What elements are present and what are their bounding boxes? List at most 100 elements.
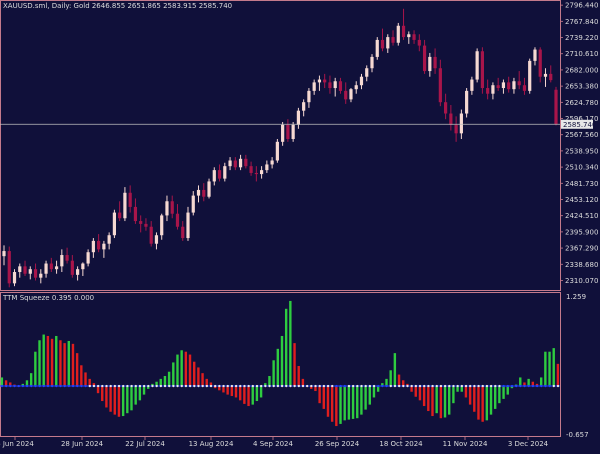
squeeze-dot [176, 384, 179, 388]
candle [44, 260, 48, 278]
squeeze-dot [506, 384, 510, 388]
candle [97, 234, 101, 253]
histogram-bar [297, 366, 300, 387]
candle [386, 34, 390, 53]
candle [139, 215, 143, 233]
histogram-bar [489, 386, 493, 415]
histogram-bar [531, 381, 535, 387]
squeeze-dot [368, 384, 372, 388]
candle [254, 166, 258, 182]
time-tick-label: 6 Jun 2024 [0, 440, 34, 448]
histogram-bar [301, 378, 305, 387]
candle [76, 266, 80, 281]
histogram-bar [460, 386, 463, 392]
candle [270, 157, 274, 169]
price-tick-label: 2682.000 [565, 66, 598, 74]
candle [496, 77, 500, 91]
candle [433, 48, 437, 74]
candle [202, 183, 206, 202]
histogram-bar [556, 363, 560, 387]
squeeze-dot [38, 384, 41, 388]
squeeze-dot [67, 384, 71, 388]
squeeze-dot [226, 384, 229, 388]
candle [123, 187, 127, 222]
histogram-bar [397, 374, 401, 387]
candle [33, 263, 38, 281]
histogram-bar [209, 382, 213, 387]
indicator-panel[interactable]: TTM Squeeze 0.395 0.000 1.259 -0.657 [0, 292, 589, 440]
histogram-bar [427, 386, 430, 412]
squeeze-dot [197, 384, 200, 388]
histogram-bar [339, 386, 342, 424]
squeeze-dot [393, 384, 397, 388]
squeeze-dot [377, 384, 380, 388]
candle [181, 221, 185, 241]
squeeze-dot [397, 384, 401, 388]
squeeze-dot [159, 384, 163, 388]
squeeze-dot [310, 384, 313, 388]
indicator-y-tick-bottom: -0.657 [566, 431, 589, 439]
histogram-bar [552, 348, 555, 387]
squeeze-dot [389, 384, 392, 388]
candle [317, 75, 322, 91]
histogram-bar [523, 382, 526, 387]
squeeze-dot [443, 384, 447, 388]
histogram-bar [59, 340, 62, 387]
histogram-bar [138, 386, 142, 401]
histogram-bar [188, 354, 192, 387]
squeeze-dot [134, 384, 137, 388]
candle [328, 75, 332, 94]
time-tick-label: 13 Aug 2024 [189, 440, 234, 448]
candle [196, 185, 201, 203]
histogram-bar [347, 386, 351, 420]
histogram-bar [456, 386, 459, 392]
histogram-bar [422, 386, 426, 407]
histogram-bar [42, 334, 45, 387]
squeeze-dot [289, 384, 292, 388]
histogram-bar [381, 383, 384, 387]
squeeze-dot [435, 384, 438, 388]
squeeze-dot [96, 384, 100, 388]
time-axis[interactable]: 6 Jun 2024 28 Jun 2024 22 Jul 2024 13 Aug 2… [0, 437, 549, 448]
squeeze-dot [314, 384, 317, 388]
time-tick-label: 22 Jul 2024 [125, 440, 165, 448]
candle [39, 269, 43, 284]
squeeze-dot [92, 384, 96, 388]
histogram-bar [38, 340, 41, 387]
squeeze-dot [163, 384, 167, 388]
squeeze-dot [9, 384, 12, 388]
squeeze-dot [510, 384, 514, 388]
histogram-bar [439, 386, 443, 419]
squeeze-dot [80, 384, 83, 388]
squeeze-dot [439, 384, 443, 388]
candle [538, 47, 542, 83]
squeeze-dot [556, 384, 560, 388]
candle [81, 262, 85, 276]
price-tick-label: 2596.170 [565, 115, 598, 123]
histogram-bar [130, 386, 133, 411]
histogram-bar [280, 335, 284, 387]
squeeze-dot [30, 384, 33, 388]
time-tick-label: 11 Nov 2024 [443, 440, 488, 448]
squeeze-dot [147, 384, 150, 388]
candle [370, 54, 374, 73]
main-panel-frame [0, 0, 561, 291]
main-panel-header: XAUUSD.sml, Daily: Gold 2646.855 2651.86… [3, 2, 232, 10]
histogram-bar [443, 386, 447, 418]
candle [249, 161, 253, 176]
main-panel[interactable]: XAUUSD.sml, Daily: Gold 2646.855 2651.86… [0, 0, 598, 291]
squeeze-dot [351, 384, 355, 388]
histogram-bar [493, 386, 497, 409]
indicator-panel-header: TTM Squeeze 0.395 0.000 [2, 294, 94, 302]
squeeze-dot [138, 384, 142, 388]
histogram-bar [539, 377, 543, 387]
squeeze-dot [514, 384, 518, 388]
histogram-bar [96, 386, 100, 394]
price-axis[interactable]: 2796.440 2767.840 2739.220 2710.610 2682.000… [560, 2, 598, 285]
candle [70, 255, 74, 278]
svg-text:2585.740: 2585.740 [563, 121, 596, 129]
histogram-bar [364, 386, 367, 410]
